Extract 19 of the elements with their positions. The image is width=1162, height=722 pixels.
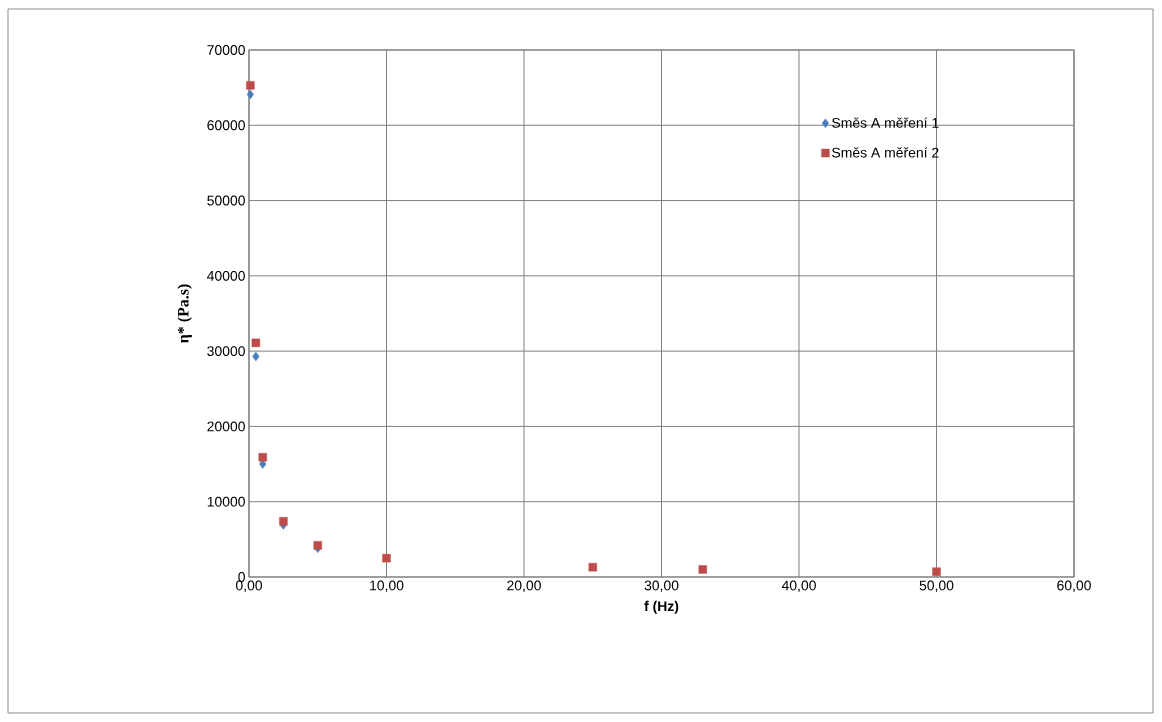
x-tick-label: 10,00 <box>370 580 404 593</box>
y-tick-label: 40000 <box>207 270 245 281</box>
x-tick-label: 50,00 <box>919 580 954 593</box>
legend-label: Směs A měření 2 <box>832 147 939 158</box>
y-axis-title: η* (Pa.s) <box>177 284 192 344</box>
legend-label: Směs A měření 1 <box>832 117 939 128</box>
x-tick-label: 40,00 <box>781 580 816 593</box>
x-tick-label: 30,00 <box>644 580 679 593</box>
x-tick-label: 20,00 <box>507 580 541 593</box>
x-axis-title: f (Hz) <box>644 600 679 614</box>
y-tick-label: 10000 <box>207 496 245 507</box>
y-tick-label: 30000 <box>207 346 245 357</box>
y-tick-label: 50000 <box>207 195 245 206</box>
y-tick-label: 70000 <box>207 45 245 55</box>
x-tick-label: 0,00 <box>235 580 263 593</box>
x-tick-label: 60,00 <box>1057 580 1091 593</box>
y-tick-label: 0 <box>238 572 245 582</box>
y-tick-label: 20000 <box>207 421 245 432</box>
y-tick-label: 60000 <box>207 120 245 131</box>
